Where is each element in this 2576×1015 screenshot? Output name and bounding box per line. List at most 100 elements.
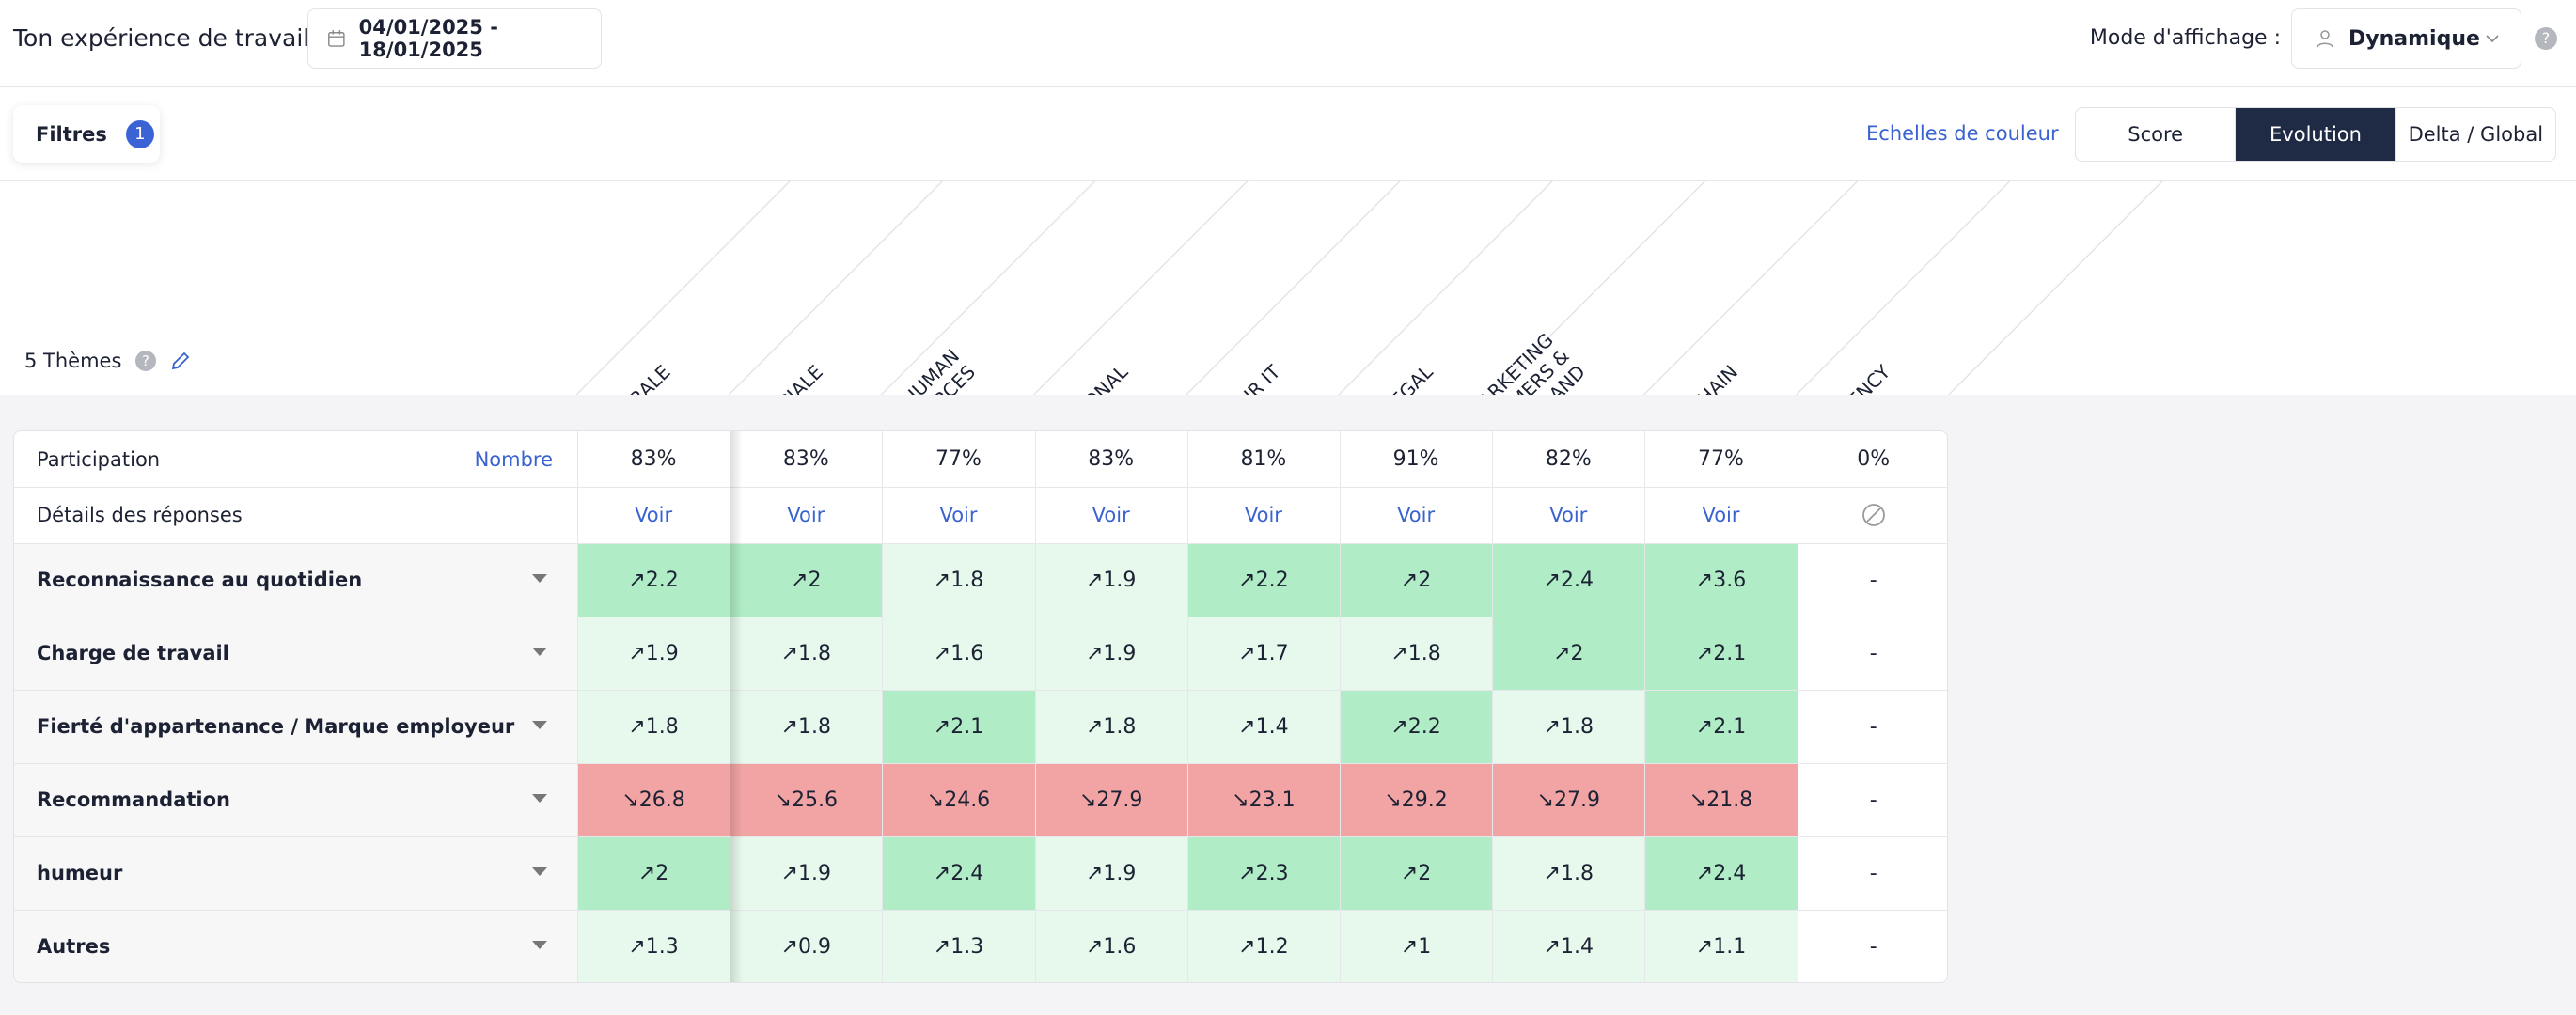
cell: - (1798, 617, 1947, 690)
participation-value: 0% (1857, 447, 1891, 471)
cell: ↗2.2 (1186, 543, 1340, 617)
cell: ↗2.2 (577, 543, 730, 617)
score-value: ↗3.6 (1695, 568, 1747, 592)
edit-icon[interactable] (170, 351, 191, 371)
score-value: ↗1.8 (780, 641, 831, 665)
date-picker[interactable]: 04/01/2025 - 18/01/2025 (307, 8, 602, 69)
cell: ↗1.6 (882, 617, 1035, 690)
expand-caret[interactable] (532, 867, 547, 876)
cell: ↗2 (1340, 836, 1493, 910)
score-value: ↘21.8 (1689, 788, 1753, 812)
themes-count: 5 Thèmes ? (24, 344, 191, 378)
cell: ↗1.8 (1340, 617, 1493, 690)
cell: 83% (730, 431, 882, 487)
column-header: DIR COMMERCIALE (685, 361, 826, 395)
theme-label: Reconnaissance au quotidien (37, 569, 363, 591)
user-icon (2317, 30, 2333, 48)
score-value: ↗1.7 (1238, 641, 1289, 665)
expand-caret[interactable] (532, 721, 547, 729)
score-value: ↗1 (1400, 934, 1432, 959)
cell: ↗2.1 (1644, 690, 1798, 763)
expand-caret[interactable] (532, 794, 547, 803)
svg-text:?: ? (142, 352, 149, 369)
score-value: ↗1.9 (1085, 568, 1137, 592)
help-icon[interactable]: ? (134, 350, 157, 372)
view-switch: Score Evolution Delta / Global (2075, 107, 2556, 162)
cell: ↗1.7 (1186, 617, 1340, 690)
cell: ↗1.4 (1186, 690, 1340, 763)
score-value: ↗1.8 (1085, 714, 1137, 739)
score-value: - (1869, 714, 1877, 739)
grid-line (1644, 431, 1646, 982)
score-value: ↗2.4 (933, 861, 984, 885)
cell: ↗2.2 (1340, 690, 1493, 763)
expand-caret[interactable] (532, 648, 547, 656)
cell: ↗1.8 (1492, 690, 1645, 763)
row-label: Détails des réponses (37, 504, 243, 526)
score-value: ↘26.8 (621, 788, 685, 812)
cell: ↗2.4 (882, 836, 1035, 910)
details-link[interactable]: Voir (1244, 504, 1282, 526)
view-option[interactable]: Delta / Global (2395, 108, 2555, 161)
score-value: ↗1.6 (1085, 934, 1137, 959)
details-link[interactable]: Voir (939, 504, 978, 526)
score-value: ↗1.4 (1543, 934, 1594, 959)
svg-text:?: ? (2542, 29, 2551, 47)
details-link[interactable]: Voir (1549, 504, 1588, 526)
participation-value: 77% (935, 447, 982, 471)
grid-line (577, 431, 578, 982)
row-label-bg (14, 910, 577, 982)
cell: ↗1.9 (1034, 543, 1187, 617)
cell: Voir (1340, 487, 1492, 543)
column-header: DIR INTERNATIONAL (982, 360, 1132, 395)
view-option[interactable]: Evolution (2235, 108, 2395, 161)
color-scales-link[interactable]: Echelles de couleur (1866, 122, 2059, 145)
header-divider (880, 180, 1096, 395)
view-option[interactable]: Score (2128, 123, 2184, 146)
row-label-bg (14, 763, 577, 836)
score-value: ↗1.8 (1543, 714, 1594, 739)
cell: ↗1.2 (1186, 910, 1340, 982)
cell: ↗1.9 (1034, 617, 1187, 690)
column-header-line: DIR INTERNATIONAL (982, 360, 1132, 395)
score-value: ↗1.9 (628, 641, 679, 665)
column-header: DIR GENERALE (560, 361, 675, 395)
score-value: ↘29.2 (1384, 788, 1448, 812)
expand-caret[interactable] (532, 941, 547, 949)
display-mode: Dynamique (2348, 26, 2480, 51)
expand-caret[interactable] (532, 574, 547, 583)
cell: - (1798, 910, 1947, 982)
details-link[interactable]: Voir (1092, 504, 1130, 526)
score-value: ↗1.8 (1543, 861, 1594, 885)
cell: - (1798, 763, 1947, 836)
details-link[interactable]: Voir (787, 504, 825, 526)
header-divider (1796, 180, 2012, 395)
row-label-bg (14, 543, 577, 617)
unit-link[interactable]: Nombre (474, 447, 553, 471)
header-divider (1033, 180, 1249, 395)
details-link[interactable]: Voir (1397, 504, 1436, 526)
participation-value: 83% (782, 447, 829, 471)
participation-value: 77% (1698, 447, 1744, 471)
score-value: ↗1.8 (628, 714, 679, 739)
grid-line (14, 487, 1947, 488)
cell: ↗1.3 (882, 910, 1035, 982)
grid-line (1034, 431, 1036, 982)
cell (1798, 487, 1947, 543)
page-title: Ton expérience de travail (13, 23, 310, 52)
filters-label: Filtres (36, 122, 107, 146)
details-link[interactable]: Voir (1702, 504, 1740, 526)
display-mode-dropdown[interactable]: Dynamique (2291, 8, 2521, 69)
grid-line (14, 543, 1947, 544)
row-label-bg (14, 690, 577, 763)
grid-line (14, 763, 1947, 764)
details-link[interactable]: Voir (635, 504, 673, 526)
cell: ↘21.8 (1644, 763, 1798, 836)
cell: ↘27.9 (1492, 763, 1645, 836)
chevron (2486, 35, 2499, 43)
score-value: ↗1.9 (1085, 641, 1137, 665)
column-header-line: DIR COMMERCIALE (685, 361, 826, 395)
help-icon[interactable]: ? (2534, 26, 2558, 51)
score-value: ↗1.2 (1238, 934, 1289, 959)
filters-button[interactable]: Filtres 1 (13, 105, 160, 163)
